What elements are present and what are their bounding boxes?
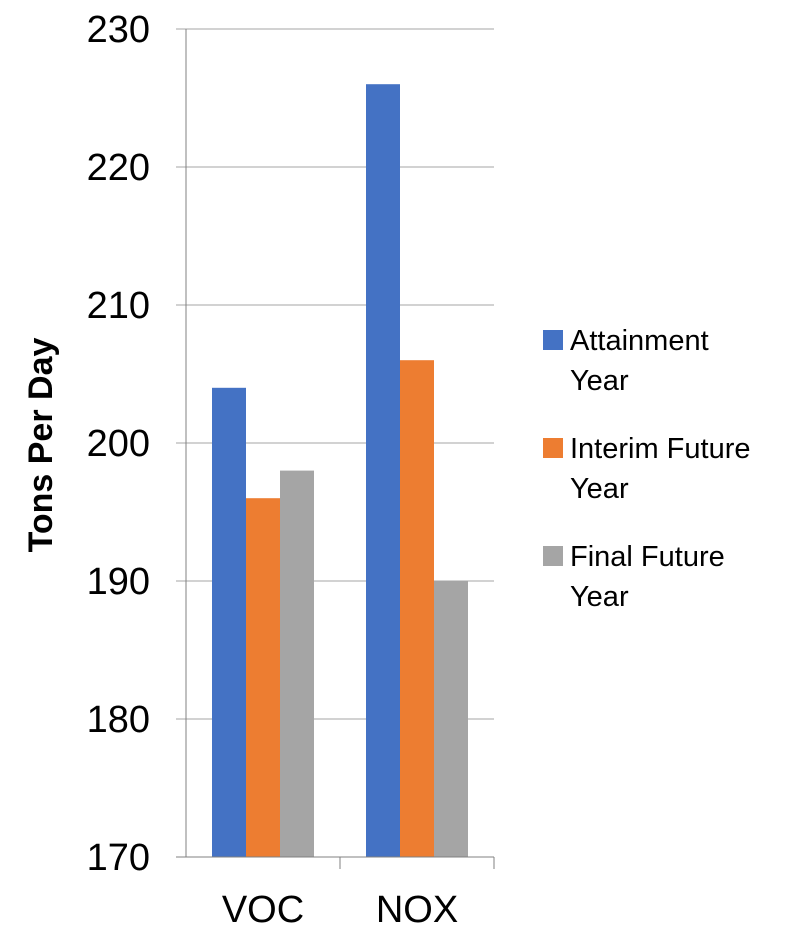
y-axis-title: Tons Per Day xyxy=(22,338,60,553)
legend-label: Year xyxy=(570,581,629,613)
y-tick-label: 180 xyxy=(87,699,150,741)
legend-item: Interim Future Year xyxy=(543,433,751,505)
bar-nox-attainment-year xyxy=(366,84,400,857)
bar-voc-attainment-year xyxy=(212,387,246,857)
legend-swatch xyxy=(543,546,563,566)
x-tick-labels: VOC NOX xyxy=(222,889,458,931)
bar-nox-final-future-year xyxy=(434,581,468,857)
bar-nox-interim-future-year xyxy=(400,360,434,857)
legend-swatch xyxy=(543,330,563,350)
legend-label: Final Future xyxy=(570,541,725,573)
y-tick-label: 230 xyxy=(87,9,150,51)
y-tick-label: 190 xyxy=(87,561,150,603)
y-tick-labels: 170 180 190 200 210 220 230 xyxy=(87,9,150,879)
legend-label: Year xyxy=(570,473,629,505)
bars xyxy=(212,84,468,857)
legend-label: Attainment xyxy=(570,325,709,357)
legend-swatch xyxy=(543,438,563,458)
x-tick-label: VOC xyxy=(222,889,304,931)
y-tick-label: 200 xyxy=(87,423,150,465)
bar-voc-final-future-year xyxy=(280,470,314,857)
legend-label: Interim Future xyxy=(570,433,751,465)
axes xyxy=(176,29,495,869)
y-tick-label: 170 xyxy=(87,837,150,879)
y-tick-label: 220 xyxy=(87,147,150,189)
x-tick-label: NOX xyxy=(376,889,458,931)
y-tick-label: 210 xyxy=(87,285,150,327)
legend-item: Final Future Year xyxy=(543,541,725,613)
legend-label: Year xyxy=(570,365,629,397)
bar-voc-interim-future-year xyxy=(246,498,280,857)
legend-item: Attainment Year xyxy=(543,325,709,397)
